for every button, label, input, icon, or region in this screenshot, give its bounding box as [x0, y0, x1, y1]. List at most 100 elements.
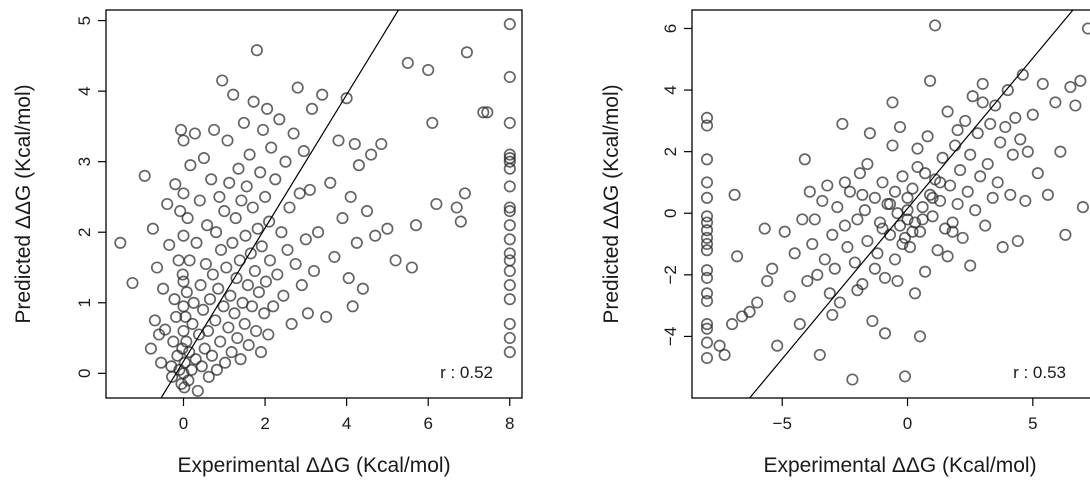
- data-point: [700, 318, 714, 331]
- data-point: [700, 224, 714, 237]
- data-point: [941, 105, 954, 118]
- y-axis-title: Predicted ΔΔG (Kcal/mol): [600, 84, 623, 323]
- data-point: [1011, 234, 1024, 248]
- x-tick-label: 0: [903, 414, 912, 433]
- data-point: [291, 81, 304, 94]
- data-point: [161, 197, 174, 211]
- data-point: [185, 363, 198, 376]
- data-point: [197, 152, 210, 165]
- data-point: [934, 176, 947, 189]
- y-tick-label: 2: [661, 147, 680, 156]
- data-point: [503, 180, 516, 193]
- data-point: [177, 229, 190, 242]
- data-point: [896, 170, 909, 183]
- data-point: [503, 219, 516, 232]
- data-point: [344, 190, 357, 203]
- data-point: [182, 374, 195, 387]
- data-point: [199, 257, 212, 271]
- scatter-panel-left: 0 2 4 6 8 0 1 2 3 4 5 r : 0.52 Experimental ΔΔG (…: [12, 9, 523, 477]
- data-point: [223, 176, 236, 189]
- data-point: [224, 289, 237, 302]
- y-tick-label: 3: [75, 157, 94, 166]
- data-point: [1036, 77, 1049, 90]
- data-point: [256, 123, 270, 136]
- data-point: [700, 271, 714, 284]
- data-point: [751, 296, 764, 309]
- data-point: [700, 287, 714, 300]
- data-point: [1031, 167, 1044, 180]
- data-point: [238, 317, 251, 330]
- data-point: [898, 231, 912, 244]
- data-point: [250, 44, 263, 57]
- data-point: [700, 294, 714, 308]
- y-axis-title: Predicted ΔΔG (Kcal/mol): [12, 84, 35, 323]
- data-point: [949, 139, 962, 152]
- data-point: [263, 254, 277, 267]
- data-point: [503, 233, 516, 246]
- data-point: [285, 317, 298, 330]
- data-point: [174, 123, 188, 136]
- data-point: [460, 46, 473, 59]
- data-point: [808, 213, 821, 226]
- fit-line: [160, 9, 399, 399]
- data-point: [273, 113, 286, 126]
- data-point: [231, 331, 244, 345]
- data-point: [220, 261, 233, 274]
- data-point: [700, 153, 714, 166]
- data-point: [267, 300, 280, 313]
- y-tick-label: 4: [75, 86, 94, 95]
- data-point: [700, 264, 714, 277]
- data-point: [381, 222, 394, 235]
- x-axis-title: Experimental ΔΔG (Kcal/mol): [763, 454, 1036, 477]
- data-point: [202, 370, 215, 383]
- data-point: [913, 330, 927, 343]
- data-point: [352, 159, 365, 172]
- data-point: [176, 268, 189, 281]
- y-tick-label: 6: [661, 24, 680, 33]
- data-point: [911, 160, 924, 174]
- data-point: [183, 346, 196, 359]
- y-tick-label: −4: [661, 327, 680, 346]
- data-point: [454, 215, 467, 228]
- data-point: [248, 264, 261, 278]
- data-point: [951, 197, 964, 211]
- data-point: [209, 314, 222, 327]
- scatter-panel-right: −5 0 5 −4 −2 0 2 4 6 r : 0.53 Experimental ΔΔG …: [600, 9, 1090, 477]
- data-point: [1081, 22, 1090, 35]
- data-point: [320, 310, 333, 323]
- data-point: [212, 282, 225, 295]
- data-point: [700, 176, 714, 189]
- y-axis-ticks: 0 1 2 3 4 5: [75, 16, 106, 378]
- data-point: [324, 176, 337, 189]
- data-point: [700, 322, 714, 335]
- data-point: [1014, 133, 1027, 146]
- data-point: [389, 254, 402, 267]
- data-point: [163, 238, 176, 251]
- data-point: [340, 92, 353, 105]
- data-point: [856, 188, 869, 201]
- data-point: [177, 324, 190, 338]
- data-point: [458, 187, 471, 200]
- data-point: [197, 303, 210, 316]
- fit-line: [749, 9, 1074, 399]
- data-point: [991, 176, 1004, 189]
- data-point: [743, 305, 756, 318]
- data-point: [796, 213, 809, 226]
- data-point: [332, 134, 345, 147]
- data-point: [994, 136, 1007, 149]
- data-point: [718, 348, 731, 361]
- data-point: [1049, 96, 1062, 109]
- x-tick-label: 0: [179, 414, 188, 433]
- data-point: [866, 314, 879, 328]
- data-point: [194, 279, 207, 292]
- data-points: [700, 19, 1090, 386]
- data-point: [401, 56, 414, 69]
- data-point: [243, 148, 256, 161]
- data-point: [247, 95, 260, 108]
- data-point: [244, 247, 257, 260]
- data-point: [262, 328, 275, 341]
- data-point: [213, 190, 226, 203]
- data-point: [203, 293, 217, 306]
- data-point: [230, 272, 243, 285]
- data-point: [178, 356, 191, 369]
